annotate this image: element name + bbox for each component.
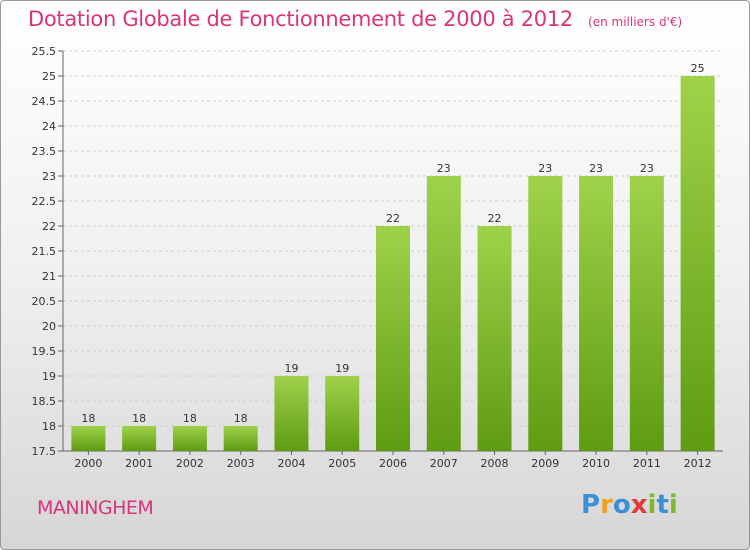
y-tick-label: 24 — [42, 120, 56, 133]
bar — [579, 176, 614, 451]
logo-letter: o — [612, 490, 631, 520]
bar-value-label: 18 — [234, 412, 248, 425]
bar-value-label: 22 — [386, 212, 400, 225]
y-tick-label: 23.5 — [32, 145, 57, 158]
logo-letter: P — [581, 490, 601, 520]
y-tick-label: 24.5 — [32, 95, 57, 108]
bar — [629, 176, 664, 451]
y-tick-label: 23 — [42, 170, 56, 183]
y-tick-label: 22.5 — [32, 195, 57, 208]
x-tick-label: 2012 — [684, 457, 712, 470]
logo-letter: x — [630, 490, 648, 520]
y-tick-label: 21.5 — [32, 245, 57, 258]
bar-value-label: 19 — [335, 362, 349, 375]
x-tick-label: 2004 — [277, 457, 305, 470]
bar-value-label: 25 — [691, 62, 705, 75]
bar-value-label: 19 — [284, 362, 298, 375]
logo-letter: r — [600, 490, 613, 520]
bars — [71, 76, 715, 451]
bar-value-label: 18 — [81, 412, 95, 425]
x-tick-label: 2010 — [582, 457, 610, 470]
bar — [376, 226, 410, 451]
y-tick-label: 19.5 — [32, 345, 57, 358]
y-tick-label: 19 — [42, 370, 56, 383]
y-tick-label: 21 — [42, 270, 56, 283]
bar — [223, 426, 258, 451]
bar — [426, 176, 461, 451]
x-tick-label: 2007 — [430, 457, 458, 470]
y-tick-label: 25.5 — [32, 45, 57, 58]
bar — [71, 426, 106, 451]
bar-value-label: 23 — [589, 162, 603, 175]
bar-value-label: 23 — [538, 162, 552, 175]
x-tick-label: 2003 — [227, 457, 255, 470]
bar-value-label: 23 — [640, 162, 654, 175]
y-tick-label: 18.5 — [32, 395, 57, 408]
bar — [274, 376, 309, 451]
title-block: Dotation Globale de Fonctionnement de 20… — [28, 7, 682, 31]
y-tick-label: 25 — [42, 70, 56, 83]
chart-unit: (en milliers d'€) — [588, 15, 683, 29]
logo-letter: i — [668, 490, 678, 520]
bar-value-label: 18 — [183, 412, 197, 425]
logo-letter: i — [647, 490, 657, 520]
x-tick-label: 2005 — [328, 457, 356, 470]
proxiti-logo[interactable]: Proxiti — [581, 490, 678, 520]
bar-value-label: 23 — [437, 162, 451, 175]
y-tick-label: 20.5 — [32, 295, 57, 308]
x-tick-label: 2009 — [531, 457, 559, 470]
y-tick-label: 18 — [42, 420, 56, 433]
bar — [325, 376, 360, 451]
bar — [528, 176, 563, 451]
bar-value-label: 22 — [488, 212, 502, 225]
x-tick-label: 2006 — [379, 457, 407, 470]
x-tick-label: 2011 — [633, 457, 661, 470]
y-tick-label: 17.5 — [32, 445, 57, 458]
data-labels: 18 18 18 18 19 19 22 23 22 23 23 23 25 — [81, 62, 704, 425]
bar — [122, 426, 157, 451]
axes: 17.5 18 18.5 19 19.5 20 20.5 21 21.5 22 22.5 23 23.5… — [32, 45, 723, 470]
bar — [172, 426, 207, 451]
y-tick-label: 20 — [42, 320, 56, 333]
chart-title: Dotation Globale de Fonctionnement de 20… — [28, 7, 573, 31]
x-tick-label: 2008 — [481, 457, 509, 470]
y-tick-label: 22 — [42, 220, 56, 233]
bar-value-label: 18 — [132, 412, 146, 425]
bar — [477, 226, 512, 451]
x-tick-label: 2000 — [74, 457, 102, 470]
x-tick-label: 2002 — [176, 457, 204, 470]
logo-letter: t — [656, 490, 669, 520]
bar — [680, 76, 715, 451]
x-tick-label: 2001 — [125, 457, 153, 470]
commune-name: MANINGHEM — [37, 497, 154, 519]
